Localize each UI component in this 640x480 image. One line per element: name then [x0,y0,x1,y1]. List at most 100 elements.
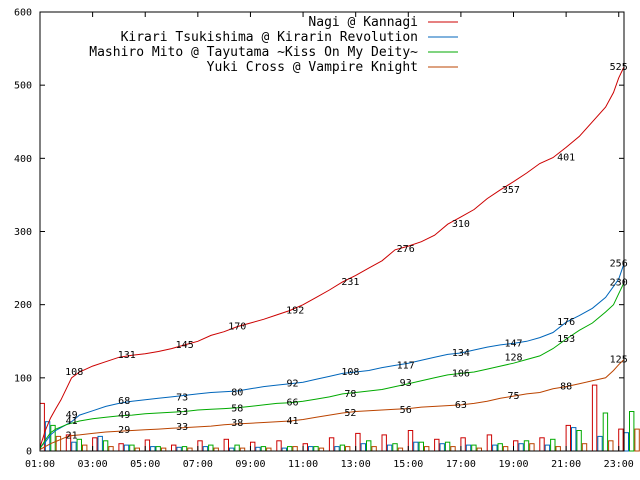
bar-series-3-hour-2 [82,444,88,452]
bar-series-2-hour-20 [550,438,556,452]
data-label-31: 153 [557,334,575,345]
data-label-12: 68 [118,396,130,407]
bar-series-3-hour-15 [424,446,430,452]
legend-label-3: Yuki Cross @ Vampire Knight [207,60,418,75]
data-label-24: 53 [176,407,188,418]
bar-series-1-hour-18 [492,444,498,452]
data-label-0: 108 [65,367,83,378]
series-line-2 [39,282,625,450]
bar-series-0-hour-3 [92,437,98,452]
data-label-27: 78 [344,389,356,400]
data-label-42: 88 [560,382,572,393]
data-label-30: 128 [504,352,522,363]
bar-series-0-hour-4 [118,443,124,452]
x-tick-label-9: 19:00 [498,459,528,470]
data-label-14: 80 [231,388,243,399]
bar-series-2-hour-3 [102,440,109,452]
data-label-2: 145 [176,340,194,351]
bar-series-0-hour-11 [302,443,309,452]
data-label-18: 134 [452,348,470,359]
bar-series-1-hour-15 [413,441,419,452]
bar-series-2-hour-11 [313,446,319,452]
bar-series-1-hour-2 [71,441,77,452]
y-tick-label-6: 600 [14,8,32,19]
bar-series-2-hour-12 [339,444,346,452]
y-tick-label-0: 0 [26,447,32,458]
bar-series-3-hour-21 [581,443,588,452]
data-label-39: 56 [400,405,412,416]
bar-series-1-hour-4 [123,444,130,452]
series-line-1 [39,263,625,448]
bar-series-2-hour-1 [50,424,56,452]
bar-series-1-hour-17 [465,444,472,452]
data-label-15: 92 [286,379,298,390]
bar-series-3-hour-12 [345,446,351,452]
data-labels-layer: 108 131 145 170 192 231 276 310 357 401 525 49 68 73 8… [65,62,628,442]
bar-series-0-hour-5 [144,439,151,452]
data-label-38: 52 [344,408,356,419]
bar-series-3-hour-18 [502,446,509,452]
bar-series-2-hour-13 [366,440,372,452]
bar-series-3-hour-10 [292,446,298,452]
x-tick-label-2: 05:00 [130,459,160,470]
bar-series-0-hour-13 [355,432,361,452]
bar-series-0-hour-21 [565,424,571,452]
bar-series-0-hour-17 [460,437,466,452]
series-line-3 [39,359,625,450]
data-label-29: 106 [452,368,470,379]
bar-series-2-hour-22 [602,412,609,452]
data-label-40: 63 [455,400,467,411]
data-label-36: 38 [231,418,243,429]
bar-series-2-hour-16 [444,441,451,452]
data-label-26: 66 [286,398,298,409]
bar-series-2-hour-15 [418,441,425,452]
data-label-32: 230 [610,278,628,289]
data-label-35: 33 [176,422,188,433]
bar-series-3-hour-20 [555,446,561,452]
x-tick-label-3: 07:00 [183,459,213,470]
data-label-6: 276 [397,244,415,255]
bar-series-2-hour-8 [234,444,240,452]
y-tick-label-3: 300 [14,227,32,238]
bar-series-1-hour-14 [386,444,393,452]
data-label-4: 192 [286,306,304,317]
bar-series-0-hour-9 [250,441,256,452]
bar-series-0-hour-19 [513,440,519,452]
bar-series-0-hour-7 [197,440,203,452]
y-tick-label-4: 400 [14,154,32,165]
y-tick-label-5: 500 [14,81,32,92]
data-label-17: 117 [397,360,415,371]
x-tick-label-5: 11:00 [288,459,318,470]
y-tick-label-1: 100 [14,373,32,384]
data-label-13: 73 [176,393,188,404]
data-label-1: 131 [118,350,136,361]
data-label-7: 310 [452,219,470,230]
x-tick-label-1: 03:00 [78,459,108,470]
legend-label-0: Nagi @ Kannagi [308,15,418,30]
x-tick-label-8: 17:00 [446,459,476,470]
bar-series-2-hour-23 [629,411,635,452]
series-line-0 [39,66,625,448]
bar-series-1-hour-13 [360,443,367,452]
bar-series-2-hour-7 [208,444,214,452]
data-label-11: 49 [66,410,78,421]
data-label-25: 58 [231,404,243,415]
bar-series-0-hour-14 [381,434,387,452]
data-label-10: 525 [610,62,628,73]
bar-series-2-hour-14 [392,443,398,452]
data-label-23: 49 [118,410,130,421]
bar-series-0-hour-15 [407,430,414,452]
bar-series-0-hour-6 [171,444,177,452]
data-label-5: 231 [341,277,359,288]
bar-series-1-hour-16 [439,443,445,452]
bar-series-2-hour-18 [497,443,503,452]
bar-series-1-hour-12 [334,446,340,452]
data-label-8: 357 [502,185,520,196]
x-tick-label-11: 23:00 [604,459,634,470]
data-label-16: 108 [341,367,359,378]
legend-label-1: Kirari Tsukishima @ Kirarin Revolution [121,30,418,45]
bar-series-2-hour-5 [155,446,161,452]
x-tick-label-4: 09:00 [235,459,265,470]
data-label-41: 75 [507,391,519,402]
